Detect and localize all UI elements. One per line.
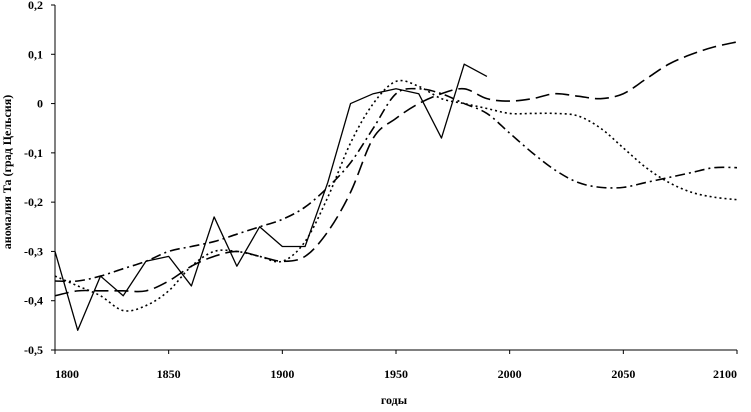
series-line-solid bbox=[54, 63, 488, 331]
y-tick-label: 0 bbox=[37, 97, 43, 111]
series-layer bbox=[54, 41, 738, 331]
x-tick-label: 2100 bbox=[713, 367, 737, 381]
axes-layer bbox=[54, 5, 737, 351]
x-tick-label: 2000 bbox=[498, 367, 522, 381]
y-tick-label: -0,5 bbox=[24, 343, 43, 357]
x-tick-label: 1900 bbox=[270, 367, 294, 381]
y-tick-label: -0,1 bbox=[24, 146, 43, 160]
x-axis-title: годы bbox=[381, 393, 408, 407]
x-tick-label: 1950 bbox=[384, 367, 408, 381]
y-tick-label: 0,1 bbox=[28, 47, 43, 61]
series-line-dotted bbox=[54, 79, 738, 312]
y-tick-label: 0,2 bbox=[28, 0, 43, 12]
series-line-long-dash bbox=[54, 41, 738, 297]
x-tick-label: 1850 bbox=[157, 367, 181, 381]
y-tick-label: -0,3 bbox=[24, 244, 43, 258]
y-tick-label: -0,2 bbox=[24, 195, 43, 209]
x-tick-label: 2050 bbox=[611, 367, 635, 381]
series-line-dash-dot bbox=[54, 87, 738, 283]
x-tick-label: 1800 bbox=[55, 367, 79, 381]
y-axis-title: аномалия Та (град Цельсия) bbox=[0, 95, 14, 249]
ticks-layer: 0,2 0,1 0 -0,1 -0,2 -0,3 -0,4 -0,5 1800 1850 1900 1… bbox=[24, 0, 738, 381]
y-tick-label: -0,4 bbox=[24, 294, 43, 308]
